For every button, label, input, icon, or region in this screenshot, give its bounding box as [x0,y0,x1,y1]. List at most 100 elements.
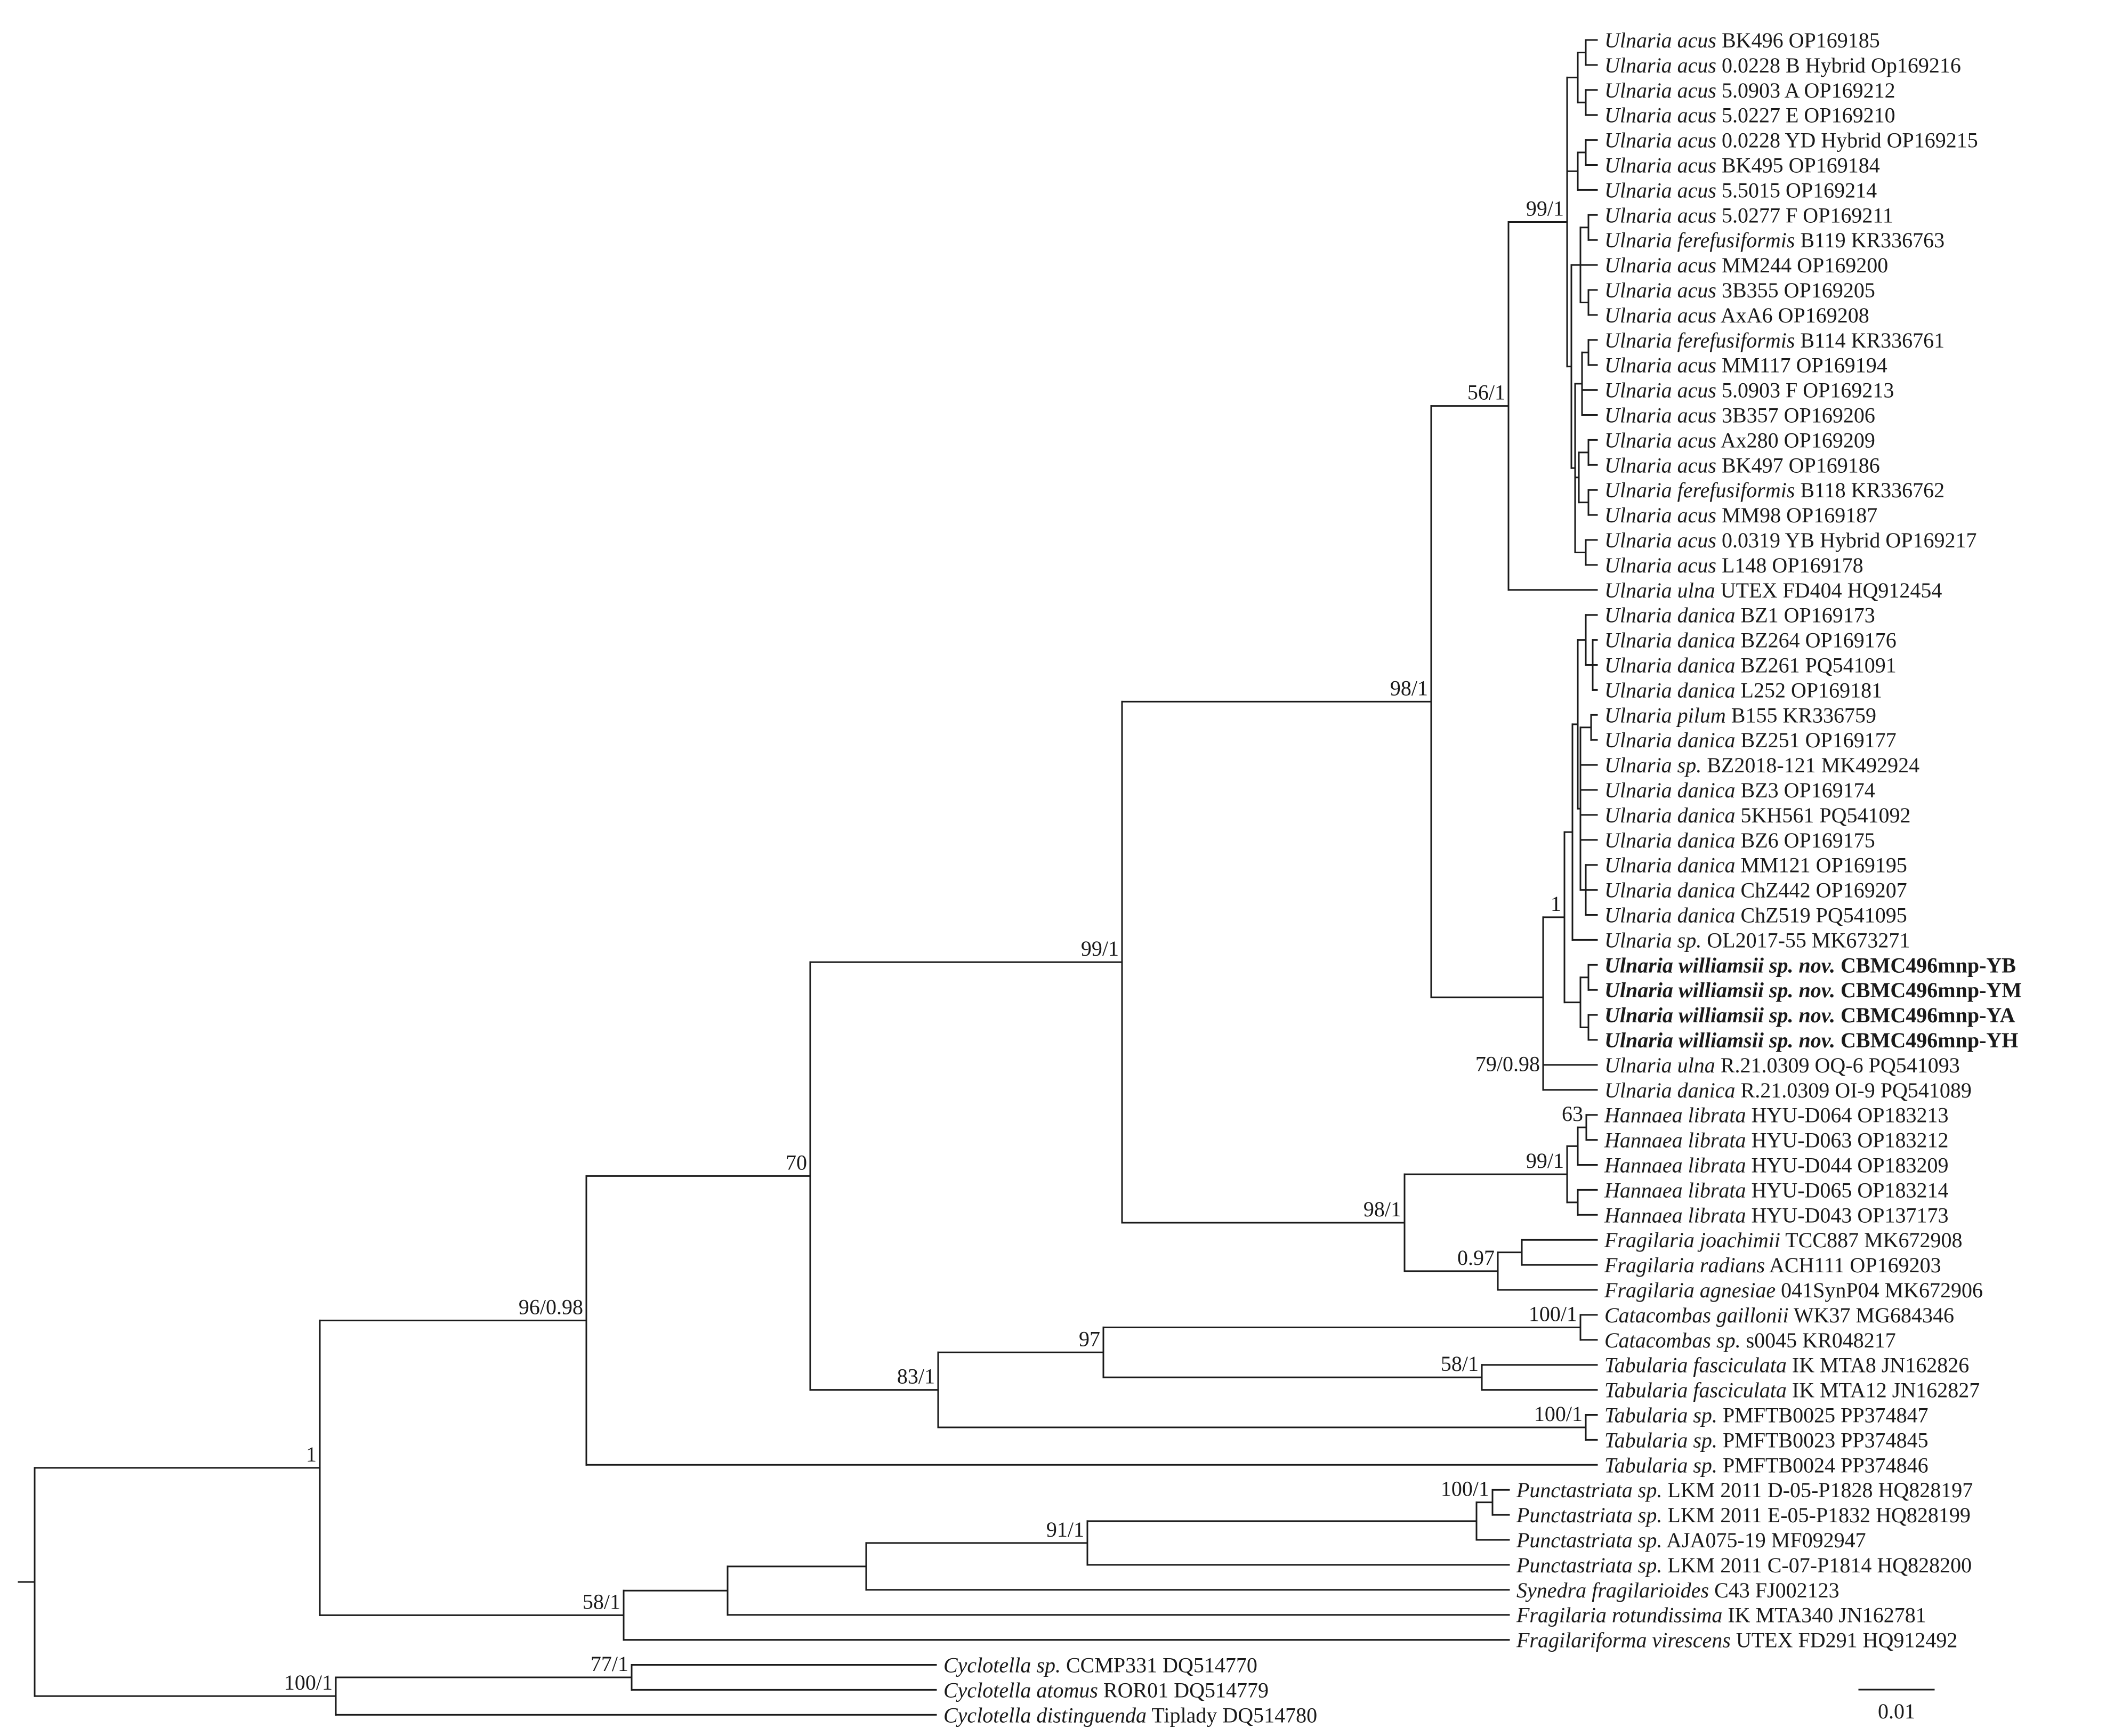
scale-bar-label: 0.01 [1878,1699,1915,1723]
strain-accession: IK MTA340 JN162781 [1722,1603,1926,1627]
support-value: 70 [786,1150,807,1174]
support-value: 99/1 [1081,936,1119,960]
leaf-label: Ulnaria danica BZ261 PQ541091 [1604,653,1897,677]
strain-accession: L148 OP169178 [1716,553,1863,577]
leaf-label: Ulnaria acus 0.0228 YD Hybrid OP169215 [1604,128,1978,152]
leaf-label: Tabularia fasciculata IK MTA12 JN162827 [1604,1378,1980,1402]
strain-accession: TCC887 MK672908 [1780,1228,1963,1252]
taxon-name: Ulnaria williamsii sp. nov. [1604,978,1835,1002]
taxon-name: Ulnaria ferefusiformis [1604,228,1795,252]
leaf-label: Punctastriata sp. LKM 2011 C-07-P1814 HQ… [1516,1553,1972,1577]
leaf-label: Ulnaria acus 5.0227 E OP169210 [1604,103,1895,127]
leaf-label: Fragilaria joachimii TCC887 MK672908 [1604,1228,1963,1252]
taxon-name: Hannaea librata [1604,1153,1746,1177]
taxon-name: Hannaea librata [1604,1203,1746,1227]
taxon-name: Ulnaria acus [1604,28,1716,52]
leaf-label: Ulnaria pilum B155 KR336759 [1604,703,1876,727]
taxon-name: Catacombas gaillonii [1604,1303,1789,1327]
leaf-label: Ulnaria danica L252 OP169181 [1604,678,1882,702]
leaf-label: Catacombas gaillonii WK37 MG684346 [1604,1303,1954,1327]
taxon-name: Ulnaria danica [1604,628,1736,652]
strain-accession: HYU-D044 OP183209 [1746,1153,1949,1177]
strain-accession: LKM 2011 E-05-P1832 HQ828199 [1662,1503,1971,1527]
leaf-label: Ulnaria danica R.21.0309 OI-9 PQ541089 [1604,1078,1972,1102]
leaf-label: Ulnaria acus MM244 OP169200 [1604,253,1888,277]
strain-accession: CBMC496mnp-YH [1835,1028,2018,1052]
taxon-name: Ulnaria ulna [1604,1053,1715,1077]
strain-accession: HYU-D063 OP183212 [1746,1128,1949,1152]
leaf-label: Ulnaria danica MM121 OP169195 [1604,853,1907,877]
taxon-name: Ulnaria danica [1604,803,1736,827]
strain-accession: 3B355 OP169205 [1716,278,1875,302]
support-value: 58/1 [1441,1352,1479,1376]
leaf-label: Ulnaria sp. OL2017-55 MK673271 [1604,928,1910,952]
taxon-name: Tabularia fasciculata [1604,1353,1787,1377]
strain-accession: 041SynP04 MK672906 [1776,1278,1983,1302]
strain-accession: BZ2018-121 MK492924 [1701,753,1919,777]
support-value: 98/1 [1390,676,1428,700]
strain-accession: UTEX FD291 HQ912492 [1731,1628,1958,1652]
taxon-name: Punctastriata sp. [1516,1553,1662,1577]
support-value: 100/1 [284,1670,333,1694]
leaf-label: Punctastriata sp. LKM 2011 E-05-P1832 HQ… [1516,1503,1971,1527]
taxon-name: Punctastriata sp. [1516,1478,1662,1502]
leaf-label: Ulnaria ferefusiformis B118 KR336762 [1604,478,1944,502]
taxon-name: Ulnaria sp. [1604,928,1701,952]
strain-accession: MM98 OP169187 [1716,503,1877,527]
leaf-label: Catacombas sp. s0045 KR048217 [1604,1328,1896,1352]
taxon-name: Ulnaria danica [1604,1078,1736,1102]
leaf-label: Tabularia sp. PMFTB0024 PP374846 [1604,1453,1929,1477]
leaf-label: Ulnaria danica BZ1 OP169173 [1604,603,1875,627]
leaf-label: Synedra fragilarioides C43 FJ002123 [1516,1578,1839,1602]
support-value: 63 [1562,1102,1583,1126]
support-value: 96/0.98 [519,1295,583,1319]
leaf-label: Hannaea librata HYU-D044 OP183209 [1604,1153,1949,1177]
leaf-label: Hannaea librata HYU-D064 OP183213 [1604,1103,1949,1127]
strain-accession: 5.5015 OP169214 [1716,178,1877,202]
leaf-label: Ulnaria acus Ax280 OP169209 [1604,428,1875,452]
strain-accession: IK MTA12 JN162827 [1787,1378,1980,1402]
leaf-label: Ulnaria acus L148 OP169178 [1604,553,1863,577]
taxon-name: Fragilariforma virescens [1516,1628,1731,1652]
leaf-label: Fragilaria rotundissima IK MTA340 JN1627… [1516,1603,1926,1627]
strain-accession: 0.0228 B Hybrid Op169216 [1716,53,1961,77]
strain-accession: PMFTB0025 PP374847 [1717,1403,1929,1427]
strain-accession: B114 KR336761 [1795,328,1944,352]
support-value: 99/1 [1526,196,1564,220]
strain-accession: LKM 2011 C-07-P1814 HQ828200 [1662,1553,1972,1577]
taxon-name: Ulnaria acus [1604,378,1716,402]
strain-accession: IK MTA8 JN162826 [1787,1353,1969,1377]
strain-accession: HYU-D064 OP183213 [1746,1103,1949,1127]
leaf-label: Punctastriata sp. LKM 2011 D-05-P1828 HQ… [1516,1478,1973,1502]
strain-accession: BZ6 OP169175 [1736,828,1875,852]
support-value: 77/1 [591,1652,628,1676]
strain-accession: Tiplady DQ514780 [1147,1703,1317,1727]
strain-accession: OL2017-55 MK673271 [1701,928,1910,952]
taxon-name: Ulnaria danica [1604,853,1736,877]
leaf-label: Punctastriata sp. AJA075-19 MF092947 [1516,1528,1866,1552]
leaf-label: Ulnaria acus BK497 OP169186 [1604,453,1880,477]
strain-accession: MM121 OP169195 [1736,853,1907,877]
strain-accession: B119 KR336763 [1795,228,1944,252]
taxon-name: Hannaea librata [1604,1178,1746,1202]
leaf-label: Tabularia fasciculata IK MTA8 JN162826 [1604,1353,1969,1377]
taxon-name: Ulnaria acus [1604,353,1716,377]
leaf-label: Fragilariforma virescens UTEX FD291 HQ91… [1516,1628,1957,1652]
leaf-label: Ulnaria williamsii sp. nov. CBMC496mnp-Y… [1604,978,2022,1002]
leaf-label: Ulnaria acus 5.5015 OP169214 [1604,178,1877,202]
leaf-label: Ulnaria sp. BZ2018-121 MK492924 [1604,753,1919,777]
taxon-name: Ulnaria acus [1604,154,1716,177]
taxon-name: Punctastriata sp. [1516,1503,1662,1527]
strain-accession: Ax280 OP169209 [1716,428,1875,452]
support-value: 97 [1079,1327,1100,1351]
strain-accession: 5.0903 F OP169213 [1716,378,1894,402]
leaf-label: Ulnaria ulna UTEX FD404 HQ912454 [1604,578,1942,602]
taxon-name: Ulnaria acus [1604,528,1716,552]
strain-accession: R.21.0309 OQ-6 PQ541093 [1715,1053,1960,1077]
strain-accession: s0045 KR048217 [1741,1328,1896,1352]
taxon-name: Fragilaria radians [1604,1253,1765,1277]
taxon-name: Cyclotella distinguenda [943,1703,1147,1727]
strain-accession: LKM 2011 D-05-P1828 HQ828197 [1662,1478,1973,1502]
taxon-name: Ulnaria acus [1604,278,1716,302]
